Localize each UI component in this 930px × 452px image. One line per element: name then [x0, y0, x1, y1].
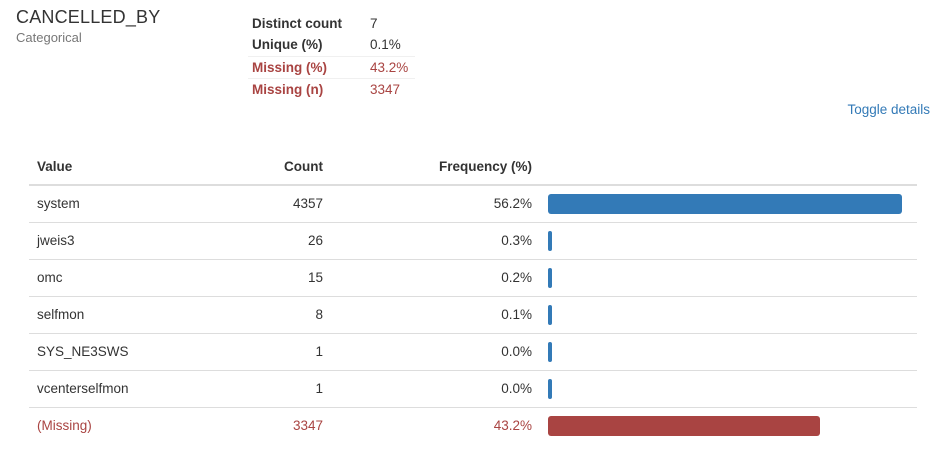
- frequency-bar: [548, 304, 552, 325]
- header-value: Value: [29, 148, 189, 186]
- row-percent: 0.2%: [331, 259, 540, 297]
- row-count: 3347: [292, 418, 323, 434]
- row-value: SYS_NE3SWS: [29, 333, 189, 371]
- row-value: selfmon: [29, 296, 189, 334]
- missing-frequency-bar: [548, 415, 820, 436]
- row-value: jweis3: [29, 222, 189, 260]
- row-percent: 0.0%: [331, 370, 540, 408]
- row-bar-cell: [540, 259, 917, 297]
- frequency-bar: [548, 378, 552, 399]
- frequency-table: Value Count Frequency (%) system 4357 56.2…: [29, 148, 917, 444]
- stat-row: Distinct count 7: [248, 12, 415, 34]
- row-bar-cell: [540, 333, 917, 371]
- row-count: 4357: [189, 185, 331, 223]
- frequency-bar-track: [548, 267, 902, 288]
- stat-row: Missing (%) 43.2%: [248, 55, 415, 78]
- row-count: 15: [189, 259, 331, 297]
- row-bar-cell: [540, 296, 917, 334]
- table-row: jweis3 26 0.3%: [29, 222, 917, 260]
- row-count: 26: [189, 222, 331, 260]
- stat-row: Unique (%) 0.1%: [248, 34, 415, 56]
- frequency-table-header: Value Count Frequency (%): [29, 148, 917, 186]
- table-row: system 4357 56.2%: [29, 185, 917, 223]
- row-count: 1: [189, 370, 331, 408]
- header-count: Count: [189, 148, 331, 186]
- row-bar-cell: [540, 407, 917, 444]
- frequency-bar-track: [548, 415, 902, 436]
- row-count: 8: [189, 296, 331, 334]
- table-row: selfmon 8 0.1%: [29, 296, 917, 334]
- row-count: 1: [189, 333, 331, 371]
- frequency-bar: [548, 230, 552, 251]
- stat-label: Missing (%): [248, 55, 370, 78]
- stat-row: Missing (n) 3347: [248, 77, 415, 100]
- row-percent: 0.3%: [331, 222, 540, 260]
- row-bar-cell: [540, 222, 917, 260]
- row-percent: 56.2%: [331, 185, 540, 223]
- stat-value: 7: [370, 15, 378, 31]
- row-value: system: [29, 185, 189, 223]
- table-row: vcenterselfmon 1 0.0%: [29, 370, 917, 408]
- stat-label: Distinct count: [252, 15, 342, 31]
- toggle-details-link[interactable]: Toggle details: [847, 102, 930, 117]
- row-bar-cell: [540, 185, 917, 223]
- row-value: vcenterselfmon: [29, 370, 189, 408]
- stat-value: 3347: [370, 77, 415, 100]
- stat-value: 0.1%: [370, 37, 401, 53]
- frequency-bar-track: [548, 378, 902, 399]
- frequency-bar-track: [548, 193, 902, 214]
- stat-value: 43.2%: [370, 55, 415, 78]
- table-row: (Missing) 3347 43.2%: [29, 407, 917, 444]
- row-percent: 43.2%: [493, 418, 532, 434]
- variable-name: CANCELLED_BY: [16, 7, 161, 27]
- row-bar-cell: [540, 370, 917, 408]
- header-bar: [540, 148, 917, 186]
- table-row: omc 15 0.2%: [29, 259, 917, 297]
- stat-label: Unique (%): [252, 37, 323, 53]
- stats-table: Distinct count 7 Unique (%) 0.1% Missing (%)…: [248, 12, 415, 100]
- frequency-bar-track: [548, 341, 902, 362]
- frequency-bar: [548, 193, 902, 214]
- row-value: omc: [29, 259, 189, 297]
- row-percent: 0.1%: [331, 296, 540, 334]
- frequency-bar-track: [548, 304, 902, 325]
- row-percent: 0.0%: [331, 333, 540, 371]
- row-value: (Missing): [37, 418, 92, 434]
- frequency-bar: [548, 341, 552, 362]
- table-row: SYS_NE3SWS 1 0.0%: [29, 333, 917, 371]
- variable-type: Categorical: [16, 30, 82, 45]
- frequency-bar: [548, 267, 552, 288]
- frequency-bar-track: [548, 230, 902, 251]
- stat-label: Missing (n): [248, 77, 370, 100]
- header-frequency: Frequency (%): [331, 148, 540, 186]
